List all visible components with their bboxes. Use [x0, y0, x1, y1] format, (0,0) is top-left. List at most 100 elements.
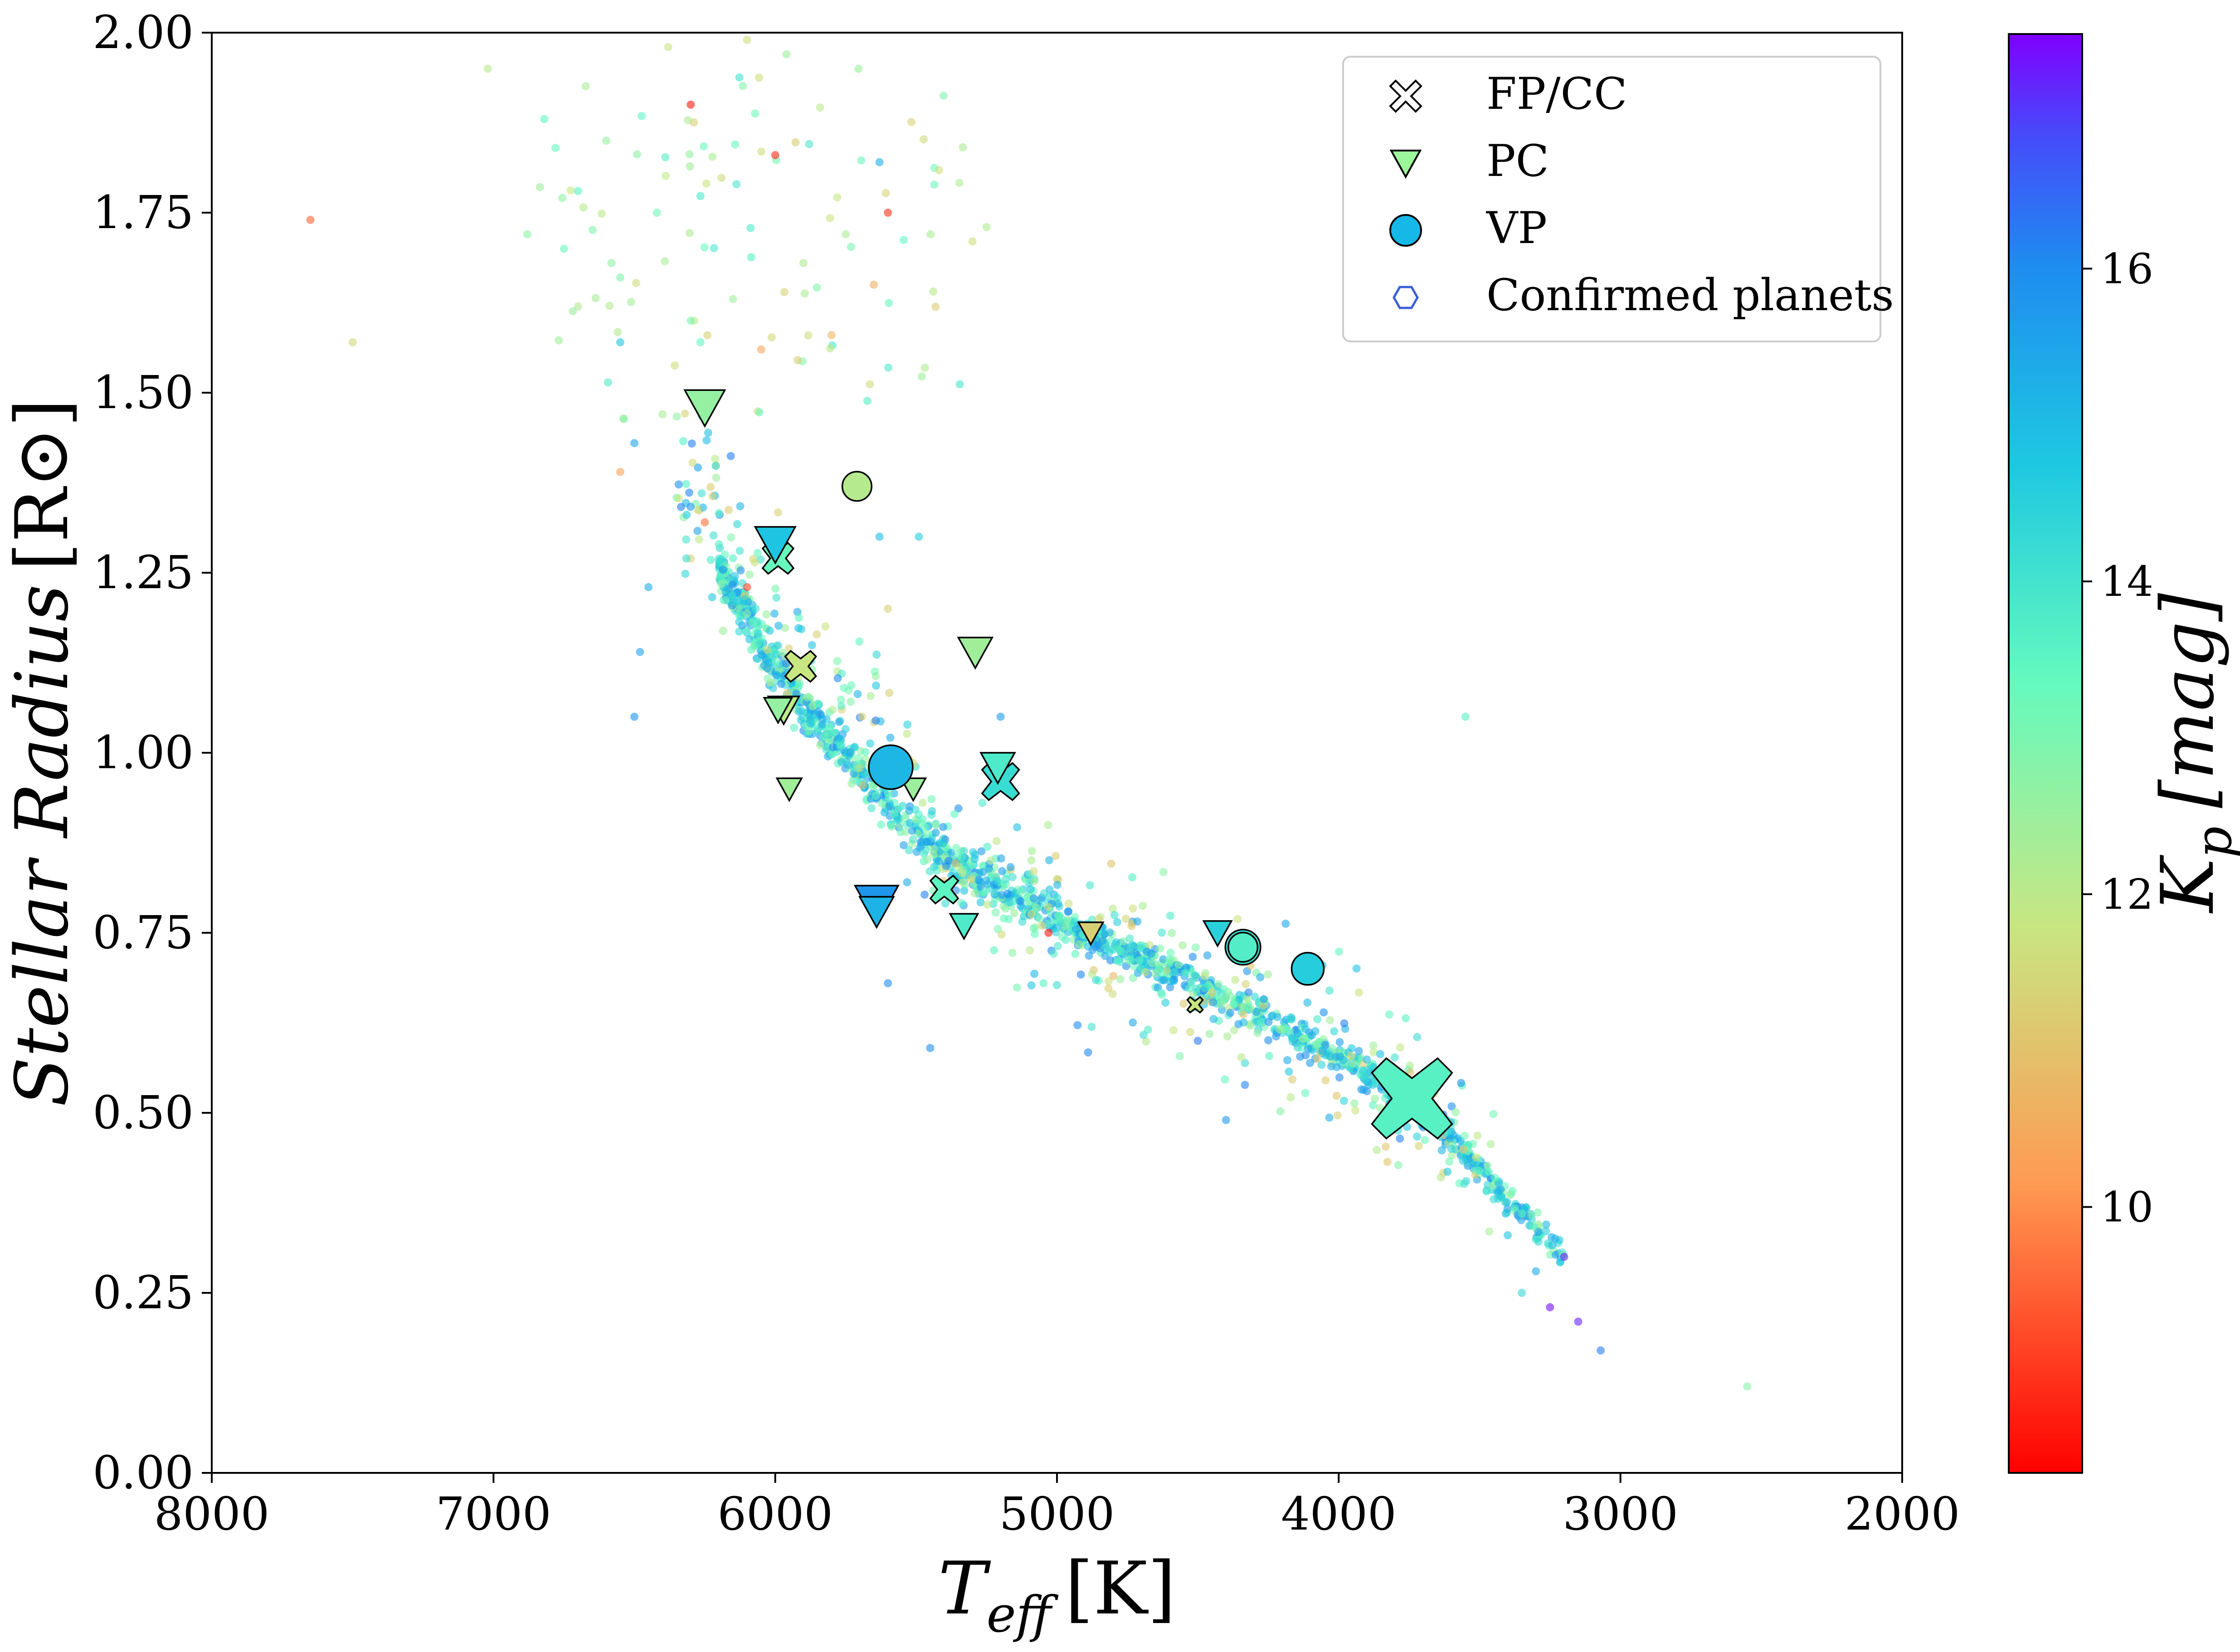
- confirmed-planet-upper-point: [955, 179, 964, 187]
- confirmed-planet-scatter-point: [1460, 1131, 1469, 1140]
- confirmed-planet-scatter-point: [681, 570, 690, 578]
- legend-marker-fpcc: [1389, 79, 1422, 113]
- confirmed-planet-scatter-point: [727, 533, 735, 541]
- confirmed-planet-band-point: [905, 846, 913, 855]
- confirmed-planet-point: [875, 158, 884, 166]
- confirmed-planet-scatter-point: [1008, 949, 1017, 957]
- pc-marker: [683, 389, 726, 428]
- confirmed-planet-scatter-point: [1281, 920, 1290, 928]
- confirmed-planet-scatter-point: [724, 506, 733, 514]
- confirmed-planet-band-point: [1268, 1011, 1277, 1020]
- confirmed-planet-scatter-point: [1026, 946, 1034, 955]
- confirmed-planet-scatter-point: [1179, 999, 1188, 1008]
- confirmed-planet-scatter-point: [833, 657, 842, 666]
- confirmed-planet-scatter-point: [745, 570, 754, 579]
- confirmed-planet-point: [926, 1044, 935, 1053]
- confirmed-planet-point: [1109, 972, 1118, 980]
- confirmed-planet-scatter-point: [1010, 897, 1019, 905]
- confirmed-planet-band-point: [900, 841, 908, 849]
- confirmed-planet-band-point: [1002, 875, 1010, 883]
- confirmed-planet-scatter-point: [866, 739, 874, 748]
- confirmed-planet-scatter-point: [1320, 1008, 1328, 1017]
- confirmed-planet-scatter-point: [1107, 859, 1115, 868]
- confirmed-planet-scatter-point: [1445, 1157, 1454, 1166]
- pc-marker: [979, 752, 1016, 785]
- confirmed-planet-scatter-point: [813, 630, 821, 638]
- x-tick-label: 5000: [999, 1487, 1115, 1540]
- confirmed-planet-band-point: [1548, 1241, 1557, 1249]
- legend-marker-vp: [1389, 214, 1422, 247]
- confirmed-planet-scatter-point: [1354, 988, 1363, 997]
- confirmed-planet-scatter-point: [1234, 1020, 1243, 1028]
- confirmed-planet-point: [1222, 1116, 1230, 1124]
- confirmed-planet-scatter-point: [735, 618, 744, 626]
- confirmed-planet-point: [348, 338, 357, 346]
- confirmed-planet-upper-point: [579, 203, 588, 212]
- confirmed-planet-upper-point: [900, 236, 908, 244]
- confirmed-planet-scatter-point: [693, 526, 702, 535]
- confirmed-planet-scatter-point: [1313, 1015, 1322, 1023]
- confirmed-planet-upper-point: [607, 259, 616, 267]
- confirmed-planet-scatter-point: [682, 554, 691, 563]
- confirmed-planet-point: [574, 187, 582, 195]
- confirmed-planet-point: [743, 583, 751, 591]
- confirmed-planet-band-point: [880, 808, 889, 817]
- confirmed-planet-scatter-point: [702, 436, 711, 444]
- confirmed-planet-upper-point: [702, 179, 711, 188]
- confirmed-planet-scatter-point: [765, 626, 774, 635]
- confirmed-planet-band-point: [1301, 1025, 1310, 1033]
- confirmed-planet-band-point: [1191, 971, 1199, 980]
- confirmed-planet-point: [968, 237, 977, 246]
- confirmed-planet-scatter-point: [694, 463, 702, 472]
- confirmed-planet-point: [799, 259, 808, 268]
- confirmed-planet-scatter-point: [783, 689, 791, 697]
- confirmed-planet-band-point: [1004, 915, 1013, 923]
- confirmed-planet-band-point: [743, 609, 751, 618]
- confirmed-planet-scatter-point: [903, 730, 911, 738]
- confirmed-planet-scatter-point: [1472, 1153, 1480, 1162]
- confirmed-planet-scatter-point: [762, 610, 771, 619]
- confirmed-planet-band-point: [1053, 893, 1062, 902]
- vp-marker: [1227, 931, 1259, 963]
- confirmed-planet-scatter-point: [992, 837, 1001, 845]
- x-tick-label: 7000: [436, 1487, 551, 1540]
- confirmed-planet-scatter-point: [1413, 1132, 1422, 1141]
- confirmed-planet-band-point: [1330, 1027, 1339, 1036]
- confirmed-planet-point: [687, 100, 695, 109]
- confirmed-planet-scatter-point: [841, 725, 850, 733]
- confirmed-planet-scatter-point: [781, 624, 789, 632]
- y-tick-label: 1.00: [93, 726, 194, 779]
- confirmed-planet-scatter-point: [997, 854, 1005, 863]
- confirmed-planet-scatter-point: [857, 712, 866, 721]
- confirmed-planet-upper-point: [930, 180, 939, 189]
- confirmed-planet-scatter-point: [1027, 910, 1036, 918]
- confirmed-planet-scatter-point: [1104, 977, 1113, 985]
- confirmed-planet-band-point: [1052, 928, 1060, 937]
- confirmed-planet-scatter-point: [855, 637, 864, 646]
- confirmed-planet-band-point: [818, 715, 827, 723]
- confirmed-planet-point: [729, 295, 737, 303]
- confirmed-planet-scatter-point: [1203, 951, 1212, 960]
- confirmed-planet-upper-point: [881, 189, 890, 197]
- confirmed-planet-upper-point: [620, 414, 628, 423]
- colorbar-title-unit: [mag]: [2145, 593, 2230, 808]
- confirmed-planet-upper-point: [746, 224, 755, 232]
- confirmed-planet-band-point: [893, 816, 901, 824]
- confirmed-planet-scatter-point: [1071, 950, 1080, 958]
- y-tick-label: 0.50: [93, 1086, 194, 1139]
- confirmed-planet-scatter-point: [1105, 928, 1114, 937]
- confirmed-planet-band-point: [729, 597, 737, 606]
- legend-marker-confirmed: [1393, 286, 1419, 309]
- confirmed-planet-upper-point: [926, 230, 935, 239]
- confirmed-planet-scatter-point: [835, 718, 843, 726]
- confirmed-planet-scatter-point: [830, 728, 838, 737]
- confirmed-planet-scatter-point: [682, 480, 691, 488]
- confirmed-planet-upper-point: [710, 244, 718, 253]
- confirmed-planet-band-point: [908, 827, 916, 835]
- confirmed-planet-band-point: [735, 627, 744, 636]
- confirmed-planet-scatter-point: [986, 856, 995, 865]
- legend-label-fpcc: FP/CC: [1486, 68, 1627, 119]
- confirmed-planet-scatter-point: [885, 689, 894, 697]
- confirmed-planet-scatter-point: [688, 458, 697, 467]
- confirmed-planet-scatter-point: [931, 821, 940, 829]
